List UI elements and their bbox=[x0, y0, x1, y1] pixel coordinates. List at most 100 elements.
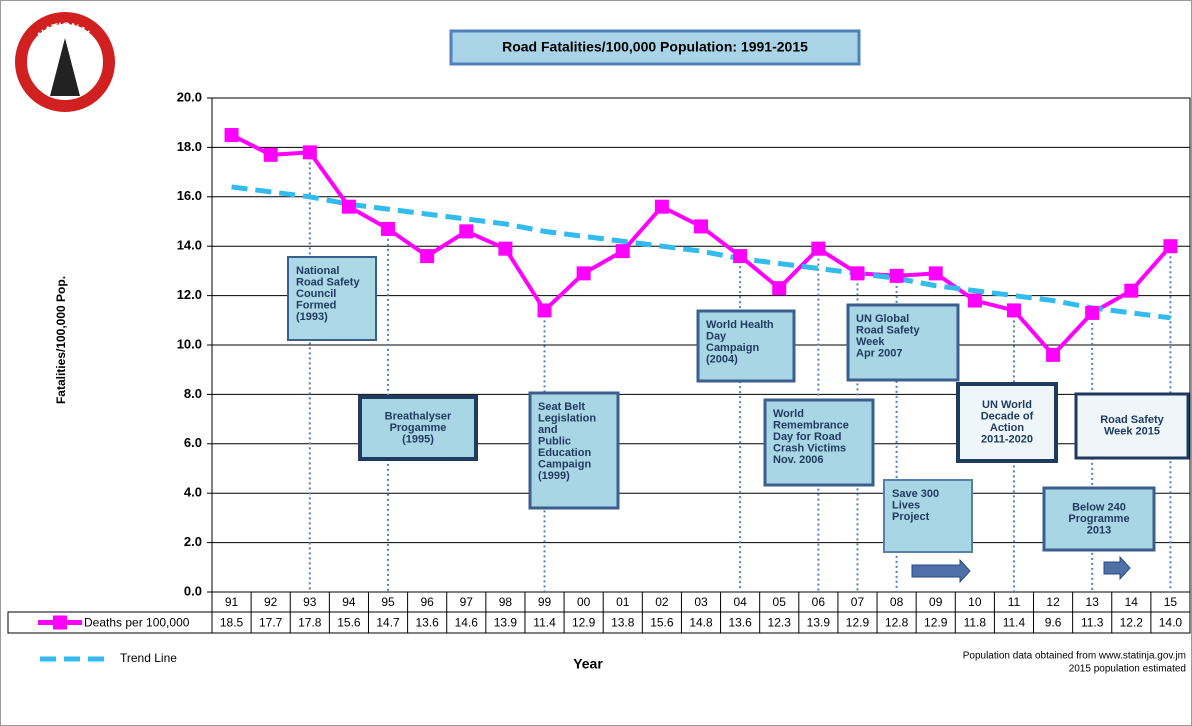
y-axis-label: Fatalities/100,000 Pop. bbox=[54, 276, 68, 404]
marker bbox=[1124, 283, 1139, 298]
data-label: 11.4 bbox=[1003, 616, 1026, 630]
marker bbox=[576, 266, 591, 281]
annotation-text: Council bbox=[296, 288, 336, 300]
annotation-text: Crash Victims bbox=[773, 442, 846, 454]
y-tick-label: 10.0 bbox=[177, 336, 202, 351]
legend-label: Trend Line bbox=[120, 651, 177, 665]
marker bbox=[850, 266, 865, 281]
annotation-arrow bbox=[911, 558, 971, 584]
annotation-text: Campaign bbox=[538, 458, 591, 470]
x-tick-label: 96 bbox=[420, 595, 434, 609]
marker bbox=[1046, 347, 1061, 362]
annotation-text: World Health bbox=[706, 319, 774, 331]
data-label: 12.9 bbox=[846, 616, 870, 630]
data-label: 13.6 bbox=[728, 616, 752, 630]
marker bbox=[928, 266, 943, 281]
x-tick-label: 93 bbox=[303, 595, 317, 609]
x-tick-label: 00 bbox=[577, 595, 591, 609]
data-label: 17.7 bbox=[259, 616, 283, 630]
legend-swatch bbox=[53, 615, 67, 630]
annotation-box bbox=[883, 479, 973, 553]
annotation-text: 2011-2020 bbox=[981, 434, 1033, 446]
annotation-box bbox=[763, 398, 875, 487]
marker bbox=[224, 128, 239, 143]
annotation-text: Week bbox=[856, 336, 885, 348]
annotation-text: Breathalyser bbox=[385, 410, 452, 422]
data-label: 12.2 bbox=[1120, 616, 1144, 630]
annotation-text: Seat Belt bbox=[538, 401, 585, 413]
annotation-text: 2013 bbox=[1087, 524, 1111, 536]
data-label: 9.6 bbox=[1045, 616, 1062, 630]
annotation-text: Apr 2007 bbox=[856, 347, 902, 359]
data-label: 14.8 bbox=[689, 616, 713, 630]
annotation-text: Project bbox=[892, 511, 930, 523]
x-tick-label: 97 bbox=[460, 595, 474, 609]
annotation-text: World bbox=[773, 408, 804, 420]
y-tick-label: 8.0 bbox=[184, 386, 202, 401]
annotation-text: (1993) bbox=[296, 311, 328, 323]
annotation: Seat BeltLegislationandPublicEducationCa… bbox=[528, 391, 620, 510]
marker bbox=[654, 199, 669, 214]
annotation-box bbox=[846, 303, 960, 382]
y-tick-label: 2.0 bbox=[184, 534, 202, 549]
marker bbox=[302, 145, 317, 160]
annotation-text: Campaign bbox=[706, 342, 759, 354]
data-label: 12.8 bbox=[885, 616, 909, 630]
annotation-text: Lives bbox=[892, 499, 920, 511]
marker bbox=[889, 268, 904, 283]
marker bbox=[967, 293, 982, 308]
marker bbox=[263, 147, 278, 162]
data-label: 13.9 bbox=[807, 616, 831, 630]
annotation-text: Legislation bbox=[538, 412, 596, 424]
annotation-text: National bbox=[296, 265, 339, 277]
x-tick-label: 04 bbox=[733, 595, 747, 609]
y-tick-label: 0.0 bbox=[184, 583, 202, 598]
x-tick-label: 07 bbox=[851, 595, 865, 609]
x-tick-label: 99 bbox=[538, 595, 552, 609]
annotation-text: Remembrance bbox=[773, 419, 849, 431]
annotation-box bbox=[287, 256, 377, 341]
y-tick-label: 12.0 bbox=[177, 287, 202, 302]
data-label: 15.6 bbox=[337, 616, 361, 630]
annotation-box bbox=[528, 391, 620, 510]
x-tick-label: 02 bbox=[655, 595, 669, 609]
x-tick-label: 11 bbox=[1008, 595, 1021, 609]
marker bbox=[772, 281, 787, 296]
x-tick-label: 14 bbox=[1125, 595, 1139, 609]
annotation-box bbox=[1042, 486, 1156, 552]
annotation-text: Week 2015 bbox=[1104, 426, 1160, 438]
marker bbox=[1085, 305, 1100, 320]
data-label: 12.9 bbox=[572, 616, 596, 630]
y-tick-label: 20.0 bbox=[177, 89, 202, 104]
annotation-text: (1995) bbox=[402, 433, 434, 445]
x-tick-label: 03 bbox=[694, 595, 708, 609]
x-tick-label: 01 bbox=[616, 595, 630, 609]
x-tick-label: 05 bbox=[773, 595, 787, 609]
title-box bbox=[449, 29, 861, 66]
logo: NATIONAL ROAD SAFETY COUNCIL bbox=[15, 12, 115, 112]
annotation-text: Day bbox=[706, 330, 727, 342]
chart-title: Road Fatalities/100,000 Population: 1991… bbox=[502, 39, 808, 55]
marker bbox=[420, 249, 435, 264]
x-tick-label: 94 bbox=[342, 595, 356, 609]
data-label: 14.7 bbox=[376, 616, 400, 630]
marker bbox=[537, 303, 552, 318]
data-label: 13.6 bbox=[415, 616, 439, 630]
data-label: 14.6 bbox=[455, 616, 479, 630]
marker bbox=[498, 241, 513, 256]
data-label: 11.3 bbox=[1081, 616, 1104, 630]
data-label: 11.8 bbox=[964, 616, 987, 630]
annotation-text: Road Safety bbox=[856, 324, 920, 336]
logo-band bbox=[15, 12, 115, 112]
y-tick-label: 16.0 bbox=[177, 188, 202, 203]
marker bbox=[381, 221, 396, 236]
marker bbox=[694, 219, 708, 234]
data-label: 11.4 bbox=[533, 616, 556, 630]
data-label: 15.6 bbox=[650, 616, 674, 630]
annotation-text: Education bbox=[538, 447, 591, 459]
